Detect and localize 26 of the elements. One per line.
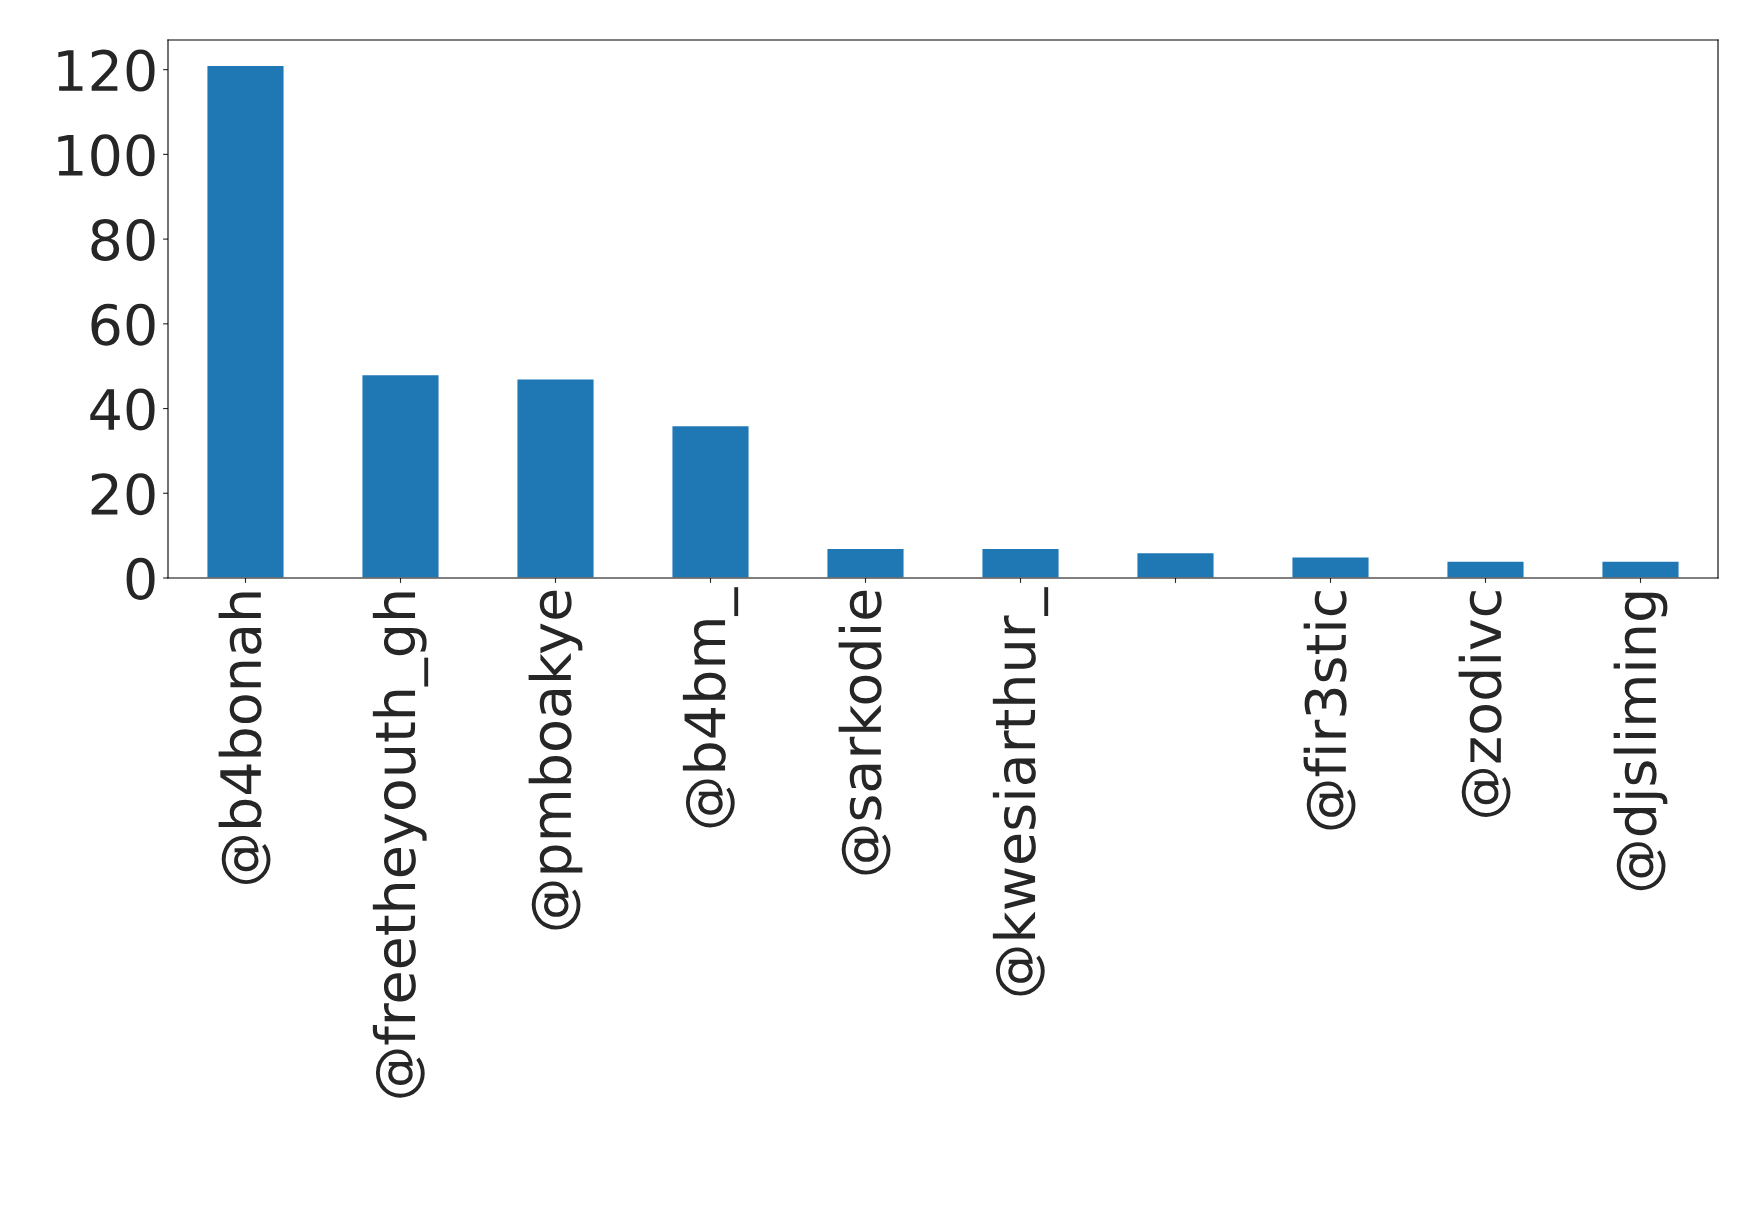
x-tick-label: @b4bonah [218,592,271,884]
x-tick-label: @freetheyouth_gh [372,592,429,1098]
bar [826,547,905,578]
x-tick-label: @fir3stic [1303,591,1356,830]
x-tick-label: @pmboakye [528,590,583,930]
y-tick-label: 0 [126,557,155,600]
bar [1291,556,1370,578]
bar [206,64,285,578]
bar [1446,560,1525,578]
bar [1136,551,1215,578]
bar [361,373,440,578]
x-tick-label: @kwesiarthur_ [992,587,1049,996]
bar [981,547,1060,578]
x-tick-label: @sarkodie [838,590,891,875]
y-tick-label: 60 [91,303,155,346]
y-tick-label: 40 [90,388,155,431]
y-tick-label: 120 [58,49,155,92]
bar [1601,560,1680,578]
y-tick-label: 100 [58,134,155,177]
bar [671,424,750,578]
bar [516,378,595,578]
y-tick-label: 80 [91,218,155,261]
x-tick-label: @b4bm_ [682,587,739,828]
x-tick-label: @zodivc [1458,591,1511,817]
x-tick-label: @djsliming [1613,592,1668,891]
y-tick-label: 20 [91,473,155,516]
